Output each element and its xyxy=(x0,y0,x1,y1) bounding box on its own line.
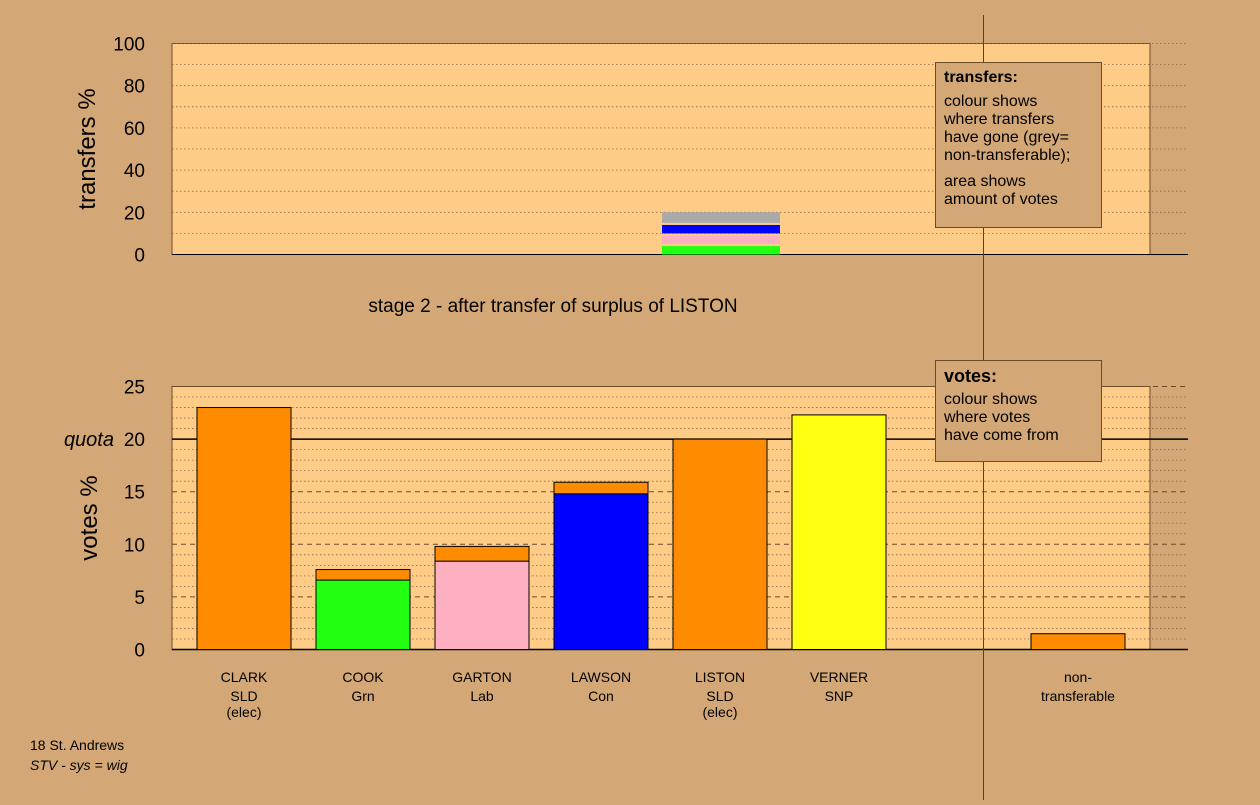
candidate-status-label: (elec) xyxy=(226,704,261,720)
votes-y-tick-label: 0 xyxy=(134,641,145,662)
transfers-y-tick-label: 60 xyxy=(124,119,145,140)
transfers-legend-title: transfers: xyxy=(944,69,1018,86)
votes-bar-segment xyxy=(434,560,530,651)
votes-bar-segment xyxy=(553,481,649,495)
votes-legend-line: where votes xyxy=(944,409,1031,426)
candidate-party-label: SNP xyxy=(825,688,854,704)
votes-y-tick-label: 10 xyxy=(124,535,145,556)
transfers-y-tick-label: 40 xyxy=(124,161,145,182)
transfers-bar-segment-non_transferable xyxy=(662,212,780,223)
candidate-party-label: Grn xyxy=(351,688,374,704)
candidate-name-label: non- xyxy=(1064,669,1092,685)
votes-y-axis-label: votes % xyxy=(76,475,103,560)
candidate-party-label: Lab xyxy=(470,688,494,704)
transfers-bar-segment-Grn xyxy=(662,246,780,255)
transfers-legend-line: amount of votes xyxy=(944,191,1058,208)
votes-legend-title: votes: xyxy=(944,366,998,386)
votes-bar-segment xyxy=(672,438,768,650)
candidate-party-label: SLD xyxy=(230,688,257,704)
transfers-legend-line: where transfers xyxy=(944,111,1055,128)
transfers-legend: transfers: colour shows where transfers … xyxy=(935,62,1102,228)
candidate-party-label: SLD xyxy=(706,688,733,704)
transfers-y-tick-label: 0 xyxy=(134,246,145,267)
votes-bar-segment xyxy=(791,414,887,650)
votes-legend: votes: colour shows where votes have com… xyxy=(935,360,1102,462)
candidate-party-label: Con xyxy=(588,688,614,704)
votes-y-tick-label: 15 xyxy=(124,483,145,504)
transfers-bar-segment-Lab xyxy=(662,235,780,244)
transfers-y-axis-label: transfers % xyxy=(74,88,101,209)
votes-bar-segment xyxy=(196,407,292,651)
votes-y-tick-label: 25 xyxy=(124,378,145,399)
transfers-y-tick-label: 100 xyxy=(113,35,145,56)
votes-legend-line: colour shows xyxy=(944,391,1038,408)
candidate-name-label: VERNER xyxy=(810,669,868,685)
candidate-status-label: (elec) xyxy=(702,704,737,720)
stage-label: stage 2 - after transfer of surplus of L… xyxy=(368,296,737,317)
candidate-name-label: CLARK xyxy=(221,669,268,685)
transfers-bar-segment-Con xyxy=(662,224,780,234)
transfers-y-tick-label: 20 xyxy=(124,203,145,224)
candidate-name-label: COOK xyxy=(342,669,384,685)
footer-system: STV - sys = wig xyxy=(30,757,128,773)
votes-bar-segment xyxy=(315,569,411,581)
votes-y-tick-label: 5 xyxy=(134,588,145,609)
footer-district: 18 St. Andrews xyxy=(30,737,125,753)
votes-bar-segment xyxy=(553,493,649,650)
candidate-name-label: LISTON xyxy=(695,669,745,685)
votes-bar-segment xyxy=(434,545,530,562)
transfers-legend-line: colour shows xyxy=(944,93,1038,110)
votes-bar-segment xyxy=(1030,633,1126,650)
candidate-party-label: transferable xyxy=(1041,688,1115,704)
transfers-legend-line: area shows xyxy=(944,173,1026,190)
candidate-name-label: LAWSON xyxy=(571,669,631,685)
candidate-name-label: GARTON xyxy=(452,669,511,685)
votes-bar-segment xyxy=(315,579,411,650)
transfers-legend-line: have gone (grey= xyxy=(944,129,1069,146)
transfers-y-tick-label: 80 xyxy=(124,77,145,98)
votes-y-tick-label: 20 xyxy=(124,430,145,451)
votes-legend-line: have come from xyxy=(944,427,1059,444)
transfers-legend-line: non-transferable); xyxy=(944,147,1071,164)
quota-label: quota xyxy=(64,429,114,451)
